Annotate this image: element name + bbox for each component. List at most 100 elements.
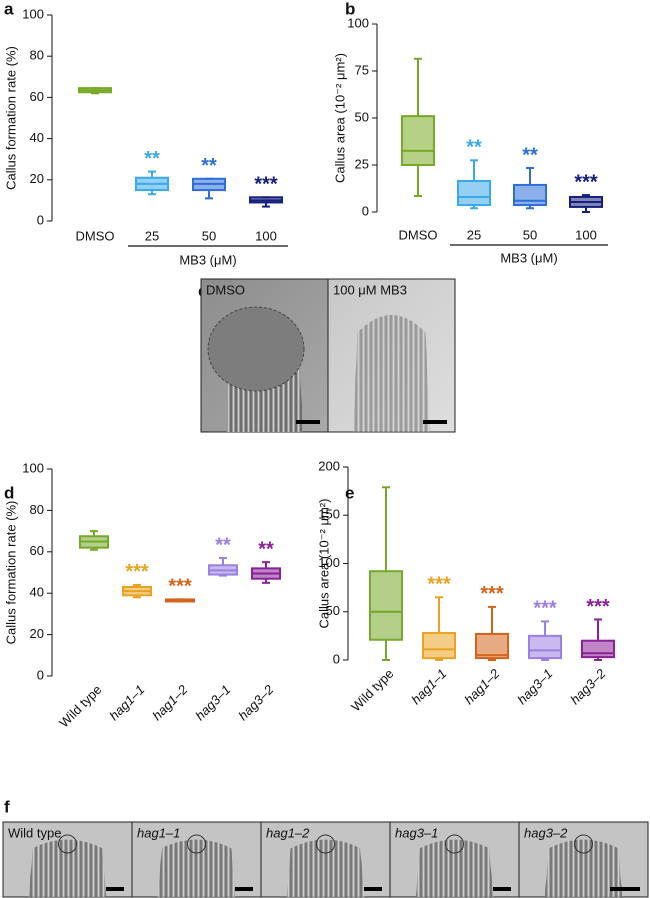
y-tick-label: 20 [30,171,44,186]
y-axis-label: Callus formation rate (%) [3,46,18,190]
tissue [286,839,365,897]
significance: *** [168,576,192,598]
y-tick-label: 60 [30,89,44,104]
y-tick-label: 100 [318,555,340,570]
y-tick-label: 0 [333,651,340,666]
panel-label: b [345,0,355,18]
x-tick-label: 50 [523,227,537,242]
image-label: Wild type [8,825,61,840]
y-tick-label: 100 [22,6,44,21]
image-label: 100 μM MB3 [333,282,407,297]
root-hair [187,834,206,854]
scale-bar [610,887,640,891]
x-tick-label: DMSO [399,227,438,242]
significance: ** [522,144,538,166]
callus [207,306,305,392]
panel-label: d [4,483,14,502]
tissue [353,314,430,432]
tissue [28,839,107,897]
x-tick-label: 50 [202,228,216,243]
y-tick-label: 100 [347,15,369,30]
x-tick-label: hag1–1 [408,666,449,707]
y-tick-label: 40 [30,130,44,145]
panel-label: a [4,0,14,18]
y-tick-label: 80 [30,48,44,63]
box [422,631,456,660]
x-tick-label: hag3–2 [235,681,277,723]
significance: ** [466,137,482,159]
x-tick-label: hag1–2 [461,665,503,707]
x-tick-label: DMSO [76,228,115,243]
box [513,183,547,207]
y-axis-label: Callus area (10⁻² μm²) [332,53,347,183]
micrograph [518,821,649,898]
y-tick-label: 40 [30,585,44,600]
scale-bar [423,420,447,424]
y-tick-label: 50 [326,603,340,618]
x-tick-label: hag1–2 [149,681,191,723]
y-tick-label: 50 [355,109,369,124]
image-label: hag3–1 [395,825,438,840]
box [581,639,615,659]
scale-bar [493,887,511,891]
y-tick-label: 60 [30,543,44,558]
x-axis-label: MB3 (μM) [500,250,557,265]
y-tick-label: 0 [37,667,44,682]
significance: *** [533,598,557,620]
x-tick-label: 25 [467,227,481,242]
panel-label: f [4,797,10,816]
y-tick-label: 0 [362,203,369,218]
box [369,570,403,641]
significance: ** [215,534,231,556]
y-tick-label: 200 [318,458,340,473]
y-tick-label: 0 [37,212,44,227]
micrograph [2,821,133,898]
image-label: DMSO [206,282,245,297]
y-tick-label: 100 [22,460,44,475]
box [528,634,562,660]
x-tick-label: Wild type [56,682,104,730]
scale-bar [106,887,124,891]
y-axis-label: Callus formation rate (%) [3,501,18,645]
box [457,179,491,207]
significance: *** [125,561,149,583]
image-label: hag1–1 [137,825,180,840]
x-tick-label: hag3–2 [567,665,609,707]
y-tick-label: 150 [318,507,340,522]
significance: ** [201,155,217,177]
root-hair [316,834,335,854]
image-label: hag3–2 [524,825,568,840]
significance: *** [574,171,598,193]
root-hair [574,834,593,854]
significance: *** [254,174,278,196]
x-tick-label: hag3–1 [514,666,555,707]
panel-label: e [345,483,354,502]
root-hair [58,834,77,854]
tissue [544,839,623,897]
significance: *** [427,574,451,596]
scale-bar [235,887,253,891]
box [401,115,435,167]
x-tick-label: 25 [145,228,159,243]
scale-bar [364,887,382,891]
scale-bar [296,420,320,424]
x-tick-label: 100 [255,228,277,243]
significance: ** [258,538,274,560]
y-tick-label: 75 [355,62,369,77]
y-tick-label: 20 [30,626,44,641]
x-axis-label: MB3 (μM) [179,252,236,267]
image-label: hag1–2 [266,825,310,840]
significance: *** [586,596,610,618]
y-tick-label: 25 [355,156,369,171]
y-axis-label: Callus area (10⁻² μm²) [316,499,331,629]
tissue [415,839,494,897]
significance: ** [144,148,160,170]
significance: *** [480,583,504,605]
x-tick-label: hag3–1 [192,682,233,723]
root-hair [445,834,464,854]
x-tick-label: hag1–1 [106,682,147,723]
x-tick-label: Wild type [348,666,396,714]
micrograph [327,278,456,433]
